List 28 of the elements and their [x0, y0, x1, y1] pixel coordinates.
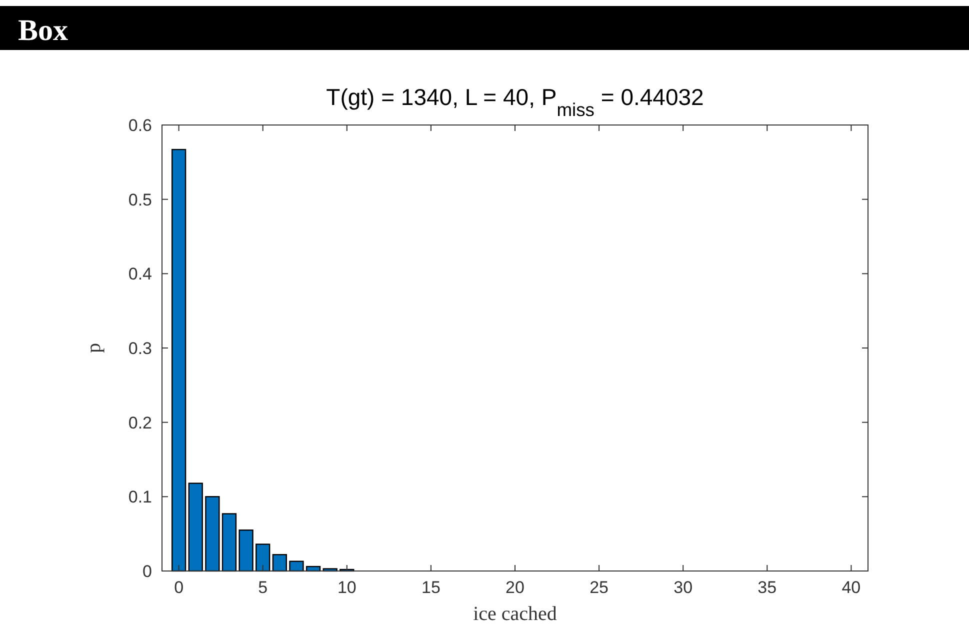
x-tick-label: 20	[506, 578, 524, 597]
y-tick-label: 0.1	[128, 488, 152, 507]
y-tick-label: 0.4	[128, 264, 152, 284]
bar	[256, 544, 270, 572]
x-tick-label: 5	[258, 578, 268, 597]
y-tick-label: 0.6	[128, 116, 152, 135]
text: Box	[18, 14, 68, 47]
bar	[272, 554, 287, 572]
x-tick-label: 40	[842, 578, 861, 597]
y-tick-label: 0.5	[128, 190, 152, 210]
bar	[171, 148, 186, 572]
bar	[205, 496, 220, 572]
chart-title: T(gt) = 1340, L = 40, P$_{miss}$ = 0.44032	[326, 84, 704, 120]
x-tick-label: 10	[337, 578, 356, 597]
bar	[289, 560, 304, 572]
y-axis-title: p	[83, 343, 105, 353]
bar	[222, 513, 237, 572]
x-tick-label: 30	[674, 578, 693, 597]
bar	[238, 530, 254, 572]
bar	[188, 482, 203, 572]
x-tick-label: 35	[758, 578, 777, 597]
x-tick-label: 25	[590, 578, 609, 597]
x-tick-label: 0	[174, 578, 184, 597]
y-tick-label: 0	[142, 562, 152, 581]
y-tick-label: 0.2	[128, 413, 152, 432]
x-tick-label: 15	[421, 578, 440, 597]
y-tick-label: 0.3	[128, 339, 152, 358]
x-axis-title: ice cached	[473, 603, 557, 625]
